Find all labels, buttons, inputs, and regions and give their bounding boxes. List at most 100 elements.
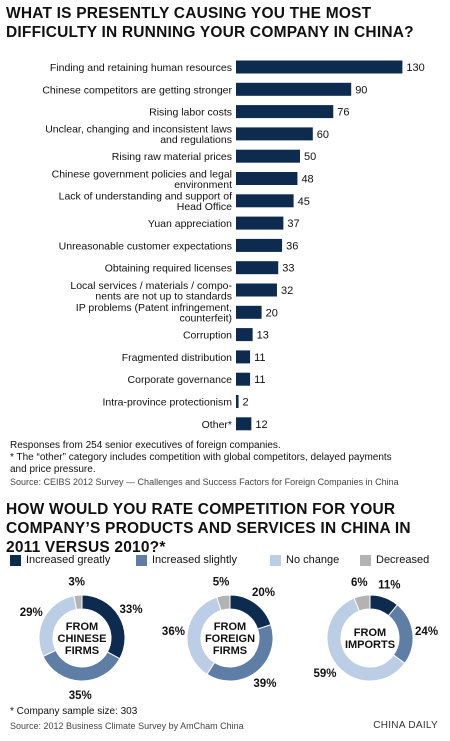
category-label: and regulations <box>160 134 232 146</box>
donut-center-label: FROM <box>214 621 246 633</box>
bar-value-label: 32 <box>281 285 293 297</box>
donut-slice-label: 59% <box>313 668 336 680</box>
bar-value-label: 37 <box>287 218 299 230</box>
bar <box>236 105 334 119</box>
bar-value-label: 11 <box>254 352 265 364</box>
other-category-note: * The “other” category includes competit… <box>10 452 392 463</box>
bar <box>236 82 352 96</box>
donut-center-label: FOREIGN <box>205 633 255 645</box>
category-label: environment <box>174 179 232 191</box>
category-label: counterfeit) <box>179 313 232 325</box>
legend-item-decreased: Decreased <box>360 554 429 566</box>
bar <box>236 127 313 141</box>
bar-value-label: 76 <box>337 107 349 119</box>
bar-value-label: 36 <box>286 240 298 252</box>
donut-slice <box>353 594 371 612</box>
category-label: nents are not up to standards <box>95 290 232 302</box>
donut-center-label: FIRMS <box>213 645 247 657</box>
donut-charts: 33%35%29%3%FROMCHINESEFIRMS20%39%36%5%FR… <box>20 576 438 702</box>
legend-item-increased-slightly: Increased slightly <box>136 554 237 566</box>
bar <box>236 261 279 275</box>
legend-label: Increased slightly <box>152 554 237 566</box>
bar <box>236 395 239 408</box>
category-label: Chinese competitors are getting stronger <box>42 84 232 96</box>
donut-center-label: FIRMS <box>65 645 99 657</box>
category-label: Rising raw material prices <box>112 151 232 163</box>
legend-swatch <box>10 554 21 566</box>
donut-center-label: FROM <box>66 621 98 633</box>
donut-slice-label: 5% <box>213 577 230 589</box>
legend-label: No change <box>286 554 340 566</box>
legend-label: Increased greatly <box>26 554 111 566</box>
category-label: Other* <box>202 419 232 431</box>
bar <box>236 194 294 208</box>
bar <box>236 372 251 386</box>
bar-chart-source: Source: CEIBS 2012 Survey — Challenges a… <box>10 477 399 487</box>
donut-slice <box>326 597 406 682</box>
credit: CHINA DAILY <box>373 720 438 731</box>
donut-slice-label: 29% <box>20 607 43 619</box>
bar <box>236 60 403 74</box>
category-label: Lack of understanding and support of <box>59 191 232 203</box>
bar <box>236 350 251 364</box>
legend-swatch <box>360 554 371 566</box>
bar-value-label: 60 <box>317 129 329 141</box>
donut-slice-label: 36% <box>162 626 185 638</box>
legend-item-increased-greatly: Increased greatly <box>10 554 110 566</box>
donut-slice-label: 33% <box>120 604 143 616</box>
category-label: Intra-province protectionism <box>102 397 232 409</box>
bar-value-label: 48 <box>301 174 313 186</box>
category-label: Finding and retaining human resources <box>50 62 232 74</box>
legend-swatch <box>270 554 281 566</box>
category-label: IP problems (Patent infringement, <box>76 302 232 314</box>
bar <box>236 328 253 342</box>
donut-slice-label: 20% <box>252 587 275 599</box>
bar <box>236 283 277 297</box>
donut-slice <box>73 594 83 611</box>
bar-value-label: 45 <box>298 196 310 208</box>
bar-value-label: 11 <box>254 374 265 386</box>
respondents-note: Responses from 254 senior executives of … <box>10 440 281 451</box>
bar-value-label: 13 <box>257 330 269 342</box>
category-label: Chinese government policies and legal <box>52 168 232 180</box>
donut-center-label: FROM <box>354 627 386 639</box>
legend: Increased greatly Increased slightly No … <box>10 554 440 570</box>
section-title: HOW WOULD YOU RATE COMPETITION FOR YOUR … <box>6 501 411 556</box>
donut-slice-label: 3% <box>68 576 85 588</box>
bar <box>236 238 283 252</box>
donut-slice-label: 35% <box>69 690 92 702</box>
bar-chart: 130 Finding and retaining human resources… <box>42 60 425 431</box>
legend-label: Decreased <box>376 554 430 566</box>
sample-size-note: * Company sample size: 303 <box>10 706 138 717</box>
donut-slice-label: 39% <box>253 678 276 690</box>
donut-source: Source: 2012 Business Climate Survey by … <box>10 721 244 731</box>
category-label: Head Office <box>177 201 232 213</box>
legend-item-no-change: No change <box>270 554 339 566</box>
category-label: Fragmented distribution <box>122 352 232 364</box>
bar-value-label: 50 <box>304 151 316 163</box>
donut-slice <box>216 594 231 612</box>
donut-slice-label: 24% <box>415 626 438 638</box>
bar <box>236 305 262 319</box>
bar <box>236 172 298 185</box>
category-label: Unclear, changing and inconsistent laws <box>45 124 232 136</box>
category-label: Yuan appreciation <box>148 218 232 230</box>
category-label: Local services / materials / compo- <box>70 280 232 292</box>
category-label: Corporate governance <box>128 374 233 386</box>
bar-value-label: 33 <box>282 263 294 275</box>
legend-swatch <box>136 554 147 566</box>
bar <box>236 417 252 431</box>
bar-value-label: 12 <box>255 419 267 431</box>
donut-slice <box>387 604 414 664</box>
bar-value-label: 20 <box>266 307 278 319</box>
donut-center-label: IMPORTS <box>345 639 395 651</box>
donut-center-label: CHINESE <box>58 633 107 645</box>
bar-value-label: 90 <box>355 84 367 96</box>
donut-slice-label: 6% <box>351 577 368 589</box>
category-label: Corruption <box>183 330 232 342</box>
donut-slice-label: 11% <box>378 579 400 591</box>
category-label: Obtaining required licenses <box>105 263 232 275</box>
bar-value-label: 2 <box>243 397 249 409</box>
bar <box>236 149 300 163</box>
category-label: Unreasonable customer expectations <box>59 240 232 252</box>
